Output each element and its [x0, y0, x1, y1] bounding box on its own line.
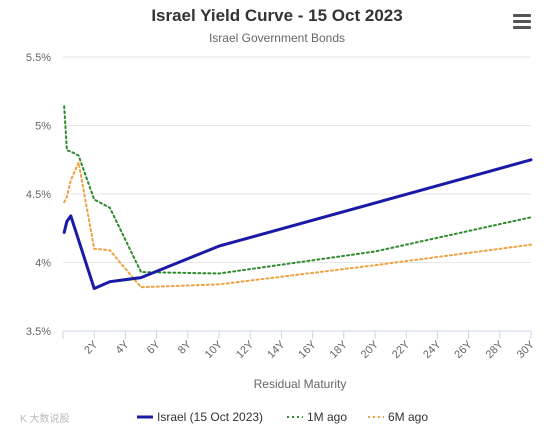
series-lines — [62, 105, 533, 290]
legend-item-label[interactable]: Israel (15 Oct 2023) — [157, 410, 263, 424]
menu-bar — [513, 14, 531, 17]
x-tick-label: 8Y — [176, 338, 194, 356]
x-tick-label: 26Y — [452, 338, 475, 361]
legend-item-label[interactable]: 6M ago — [388, 410, 428, 424]
series-line — [63, 161, 532, 289]
chart-subtitle: Israel Government Bonds — [208, 31, 346, 45]
y-tick-label: 4.5% — [26, 189, 51, 201]
x-tick-label: 6Y — [145, 338, 163, 356]
legend-item-label[interactable]: 1M ago — [307, 410, 347, 424]
x-tick-label: 10Y — [203, 338, 226, 361]
x-tick-label: 12Y — [234, 338, 257, 361]
x-tick-label: 2Y — [82, 338, 100, 356]
y-tick-label: 5.5% — [26, 52, 51, 64]
menu-bar — [513, 20, 531, 23]
x-tick-label: 20Y — [359, 338, 382, 361]
x-tick-label: 18Y — [328, 338, 351, 361]
y-axis-ticks: 3.5% 4% 4.5% 5% 5.5% — [26, 52, 51, 338]
x-axis: 2Y 4Y 6Y 8Y 10Y 12Y 14Y 16Y 18Y 20Y 22Y 24Y 26Y 28Y 30… — [62, 330, 538, 361]
grid-lines — [63, 56, 531, 332]
x-axis-label: Residual Maturity — [254, 377, 347, 391]
legend: Israel (15 Oct 2023) 1M ago 6M ago — [137, 410, 428, 424]
y-tick-label: 3.5% — [26, 326, 51, 338]
hamburger-menu-icon[interactable] — [513, 14, 531, 30]
x-tick-label: 28Y — [484, 338, 507, 361]
series-line — [63, 105, 532, 275]
series-line — [62, 158, 533, 290]
chart-title: Israel Yield Curve - 15 Oct 2023 — [151, 6, 403, 25]
x-tick-label: 14Y — [265, 338, 288, 361]
y-tick-label: 5% — [35, 121, 51, 133]
x-tick-label: 16Y — [296, 338, 319, 361]
x-tick-label: 24Y — [421, 338, 444, 361]
x-tick-label: 4Y — [114, 338, 132, 356]
watermark-text: K 大数说股 — [20, 414, 70, 425]
x-tick-label: 30Y — [515, 338, 538, 361]
y-tick-label: 4% — [35, 258, 51, 270]
menu-bar — [513, 26, 531, 29]
x-tick-label: 22Y — [390, 338, 413, 361]
